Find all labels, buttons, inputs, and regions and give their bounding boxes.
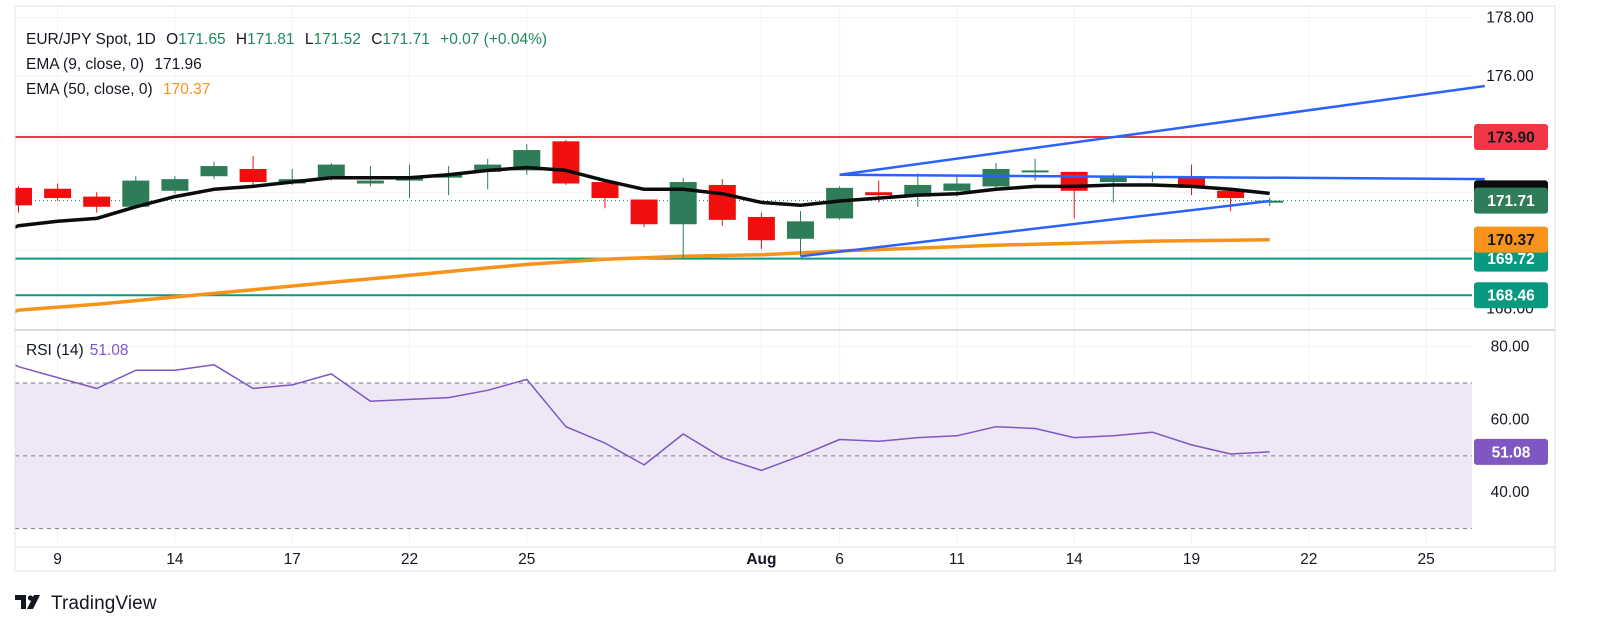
candle-body	[787, 221, 814, 239]
candle-body	[904, 184, 932, 197]
chart-frame	[14, 5, 1556, 572]
candle-body	[15, 187, 32, 206]
close-price-label-bg	[1474, 187, 1548, 214]
time-tick-label: 6	[835, 551, 844, 568]
chart-legend: EUR/JPY Spot, 1D O171.65 H171.81 L171.52…	[26, 27, 547, 102]
candle-body	[865, 192, 893, 196]
legend-ema9-row: EMA (9, close, 0) 171.96	[26, 52, 547, 77]
rsi-pane	[14, 364, 1472, 530]
candle-body	[44, 188, 72, 199]
time-tick-label: 22	[1300, 551, 1317, 568]
candle-body	[239, 168, 267, 183]
time-tick-label: 11	[949, 551, 965, 568]
rsi-price-label: 51.08	[1492, 444, 1531, 461]
candle-body	[708, 184, 736, 220]
candle-body	[552, 141, 580, 184]
high-value: 171.81	[247, 31, 295, 48]
time-tick-label: 9	[53, 551, 62, 568]
ema9-value: 171.96	[154, 56, 202, 73]
low-label: L	[304, 31, 314, 48]
open-label: O	[166, 31, 179, 48]
candle-body	[122, 180, 150, 207]
candle-body	[83, 196, 111, 207]
support-1-price-label: 169.72	[1487, 251, 1534, 268]
close-price-label: 171.71	[1487, 193, 1535, 210]
candle-body	[630, 199, 658, 225]
rsi-legend: RSI (14) 51.08	[26, 342, 129, 360]
rsi-tick-label: 80.00	[1491, 339, 1530, 356]
close-value: 171.71	[382, 31, 430, 48]
time-tick-label: 25	[1417, 551, 1434, 568]
candle-body	[982, 168, 1010, 187]
price-tick-label: 176.00	[1486, 68, 1534, 85]
ema50-line	[14, 237, 1270, 314]
change-value: +0.07 (+0.04%)	[440, 31, 548, 48]
candle-body	[474, 164, 502, 172]
ema9-path	[14, 165, 1270, 229]
candle-body	[591, 182, 619, 199]
time-tick-label: 22	[401, 551, 418, 568]
candle-body	[943, 183, 971, 191]
resistance-price-label-bg	[1474, 123, 1548, 150]
candle-body	[1021, 170, 1049, 173]
candle-body	[1178, 176, 1205, 188]
candle-body	[513, 150, 541, 171]
support-2-price-label-bg	[1474, 282, 1548, 309]
candle-body	[1217, 190, 1245, 199]
price-tick-label: 178.00	[1486, 10, 1534, 27]
level-lines	[15, 135, 1472, 297]
price-labels: 173.90169.72168.46171.96171.71170.3751.0…	[1474, 123, 1548, 465]
ema9-line	[14, 165, 1270, 229]
time-tick-label: Aug	[746, 551, 776, 568]
time-tick-label: 14	[1066, 551, 1084, 568]
ema50-value: 170.37	[162, 81, 211, 98]
rsi-tick-label: 60.00	[1491, 411, 1530, 428]
tradingview-mark-icon	[15, 594, 45, 614]
close-label: C	[371, 31, 383, 48]
candle-body	[356, 180, 384, 184]
high-label: H	[235, 31, 248, 48]
candle-body	[200, 166, 228, 177]
candle-body	[317, 164, 345, 180]
low-value: 171.52	[313, 31, 361, 48]
ema50-price-label-bg	[1474, 226, 1548, 253]
tradingview-logo[interactable]: TradingView	[15, 593, 157, 615]
time-tick-label: 25	[518, 551, 535, 568]
symbol-title: EUR/JPY Spot, 1D	[26, 31, 156, 48]
time-tick-label: 14	[166, 551, 184, 568]
candle-body	[161, 179, 189, 191]
channel-lower-line	[800, 199, 1270, 258]
candles	[15, 139, 1284, 258]
support-2-price-label: 168.46	[1487, 288, 1535, 305]
ema9-label: EMA (9, close, 0)	[26, 56, 145, 73]
rsi-price-label-bg	[1474, 438, 1548, 465]
ema50-label: EMA (50, close, 0)	[26, 81, 153, 98]
candle-body	[747, 216, 775, 241]
channel-upper-line	[839, 84, 1485, 177]
legend-ohlc-row: EUR/JPY Spot, 1D O171.65 H171.81 L171.52…	[26, 27, 547, 52]
channel-mid-line	[839, 173, 1485, 181]
rsi-line	[14, 364, 1270, 472]
ema50-price-label: 170.37	[1487, 232, 1534, 249]
ema50-path	[14, 237, 1270, 314]
rsi-tick-label: 40.00	[1491, 484, 1530, 501]
tradingview-wordmark: TradingView	[51, 593, 157, 614]
rsi-label: RSI (14)	[26, 342, 84, 359]
open-value: 171.65	[178, 31, 226, 48]
resistance-price-label: 173.90	[1487, 129, 1534, 146]
candle-body	[1099, 177, 1127, 183]
time-tick-label: 19	[1183, 551, 1200, 568]
time-tick-label: 17	[284, 551, 301, 568]
rsi-value: 51.08	[89, 342, 129, 359]
channel-lines	[800, 84, 1485, 258]
legend-ema50-row: EMA (50, close, 0) 170.37	[26, 77, 547, 102]
